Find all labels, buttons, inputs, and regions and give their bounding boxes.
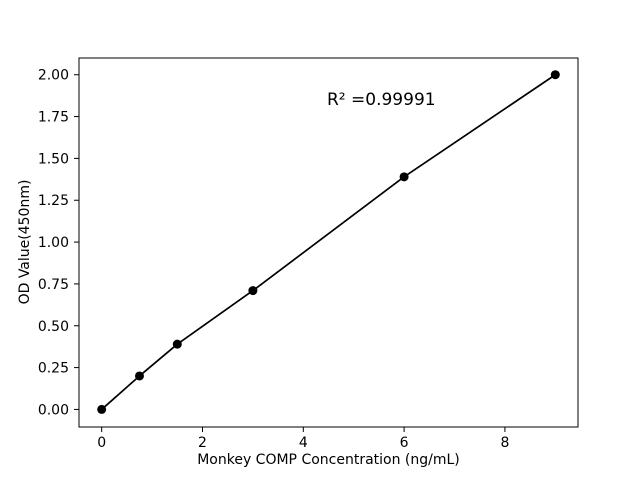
y-tick-label: 0.75	[38, 277, 69, 293]
y-tick-label: 0.00	[38, 402, 69, 418]
data-point-marker	[399, 172, 409, 182]
y-tick-label: 1.50	[38, 151, 69, 167]
data-point-marker	[97, 404, 107, 414]
x-tick-label: 2	[198, 435, 207, 451]
r-squared-annotation: R² =0.99991	[327, 90, 436, 110]
x-tick-label: 6	[400, 435, 409, 451]
data-point-marker	[134, 371, 144, 381]
data-point-marker	[172, 339, 182, 349]
data-point-marker	[550, 70, 560, 80]
standard-curve-line	[100, 73, 557, 411]
x-tick-label: 0	[97, 435, 106, 451]
y-axis-label: OD Value(450nm)	[17, 179, 33, 305]
y-tick-label: 0.25	[38, 361, 69, 377]
y-tick-label: 1.75	[38, 110, 69, 126]
x-axis-label: Monkey COMP Concentration (ng/mL)	[197, 452, 460, 468]
y-tick-label: 1.00	[38, 235, 69, 251]
y-tick-label: 2.00	[38, 68, 69, 84]
y-tick-label: 0.50	[38, 319, 69, 335]
y-tick-label: 1.25	[38, 193, 69, 209]
plot-border	[78, 57, 579, 428]
x-tick-label: 8	[500, 435, 509, 451]
data-point-marker	[248, 286, 258, 296]
x-tick-label: 4	[299, 435, 308, 451]
